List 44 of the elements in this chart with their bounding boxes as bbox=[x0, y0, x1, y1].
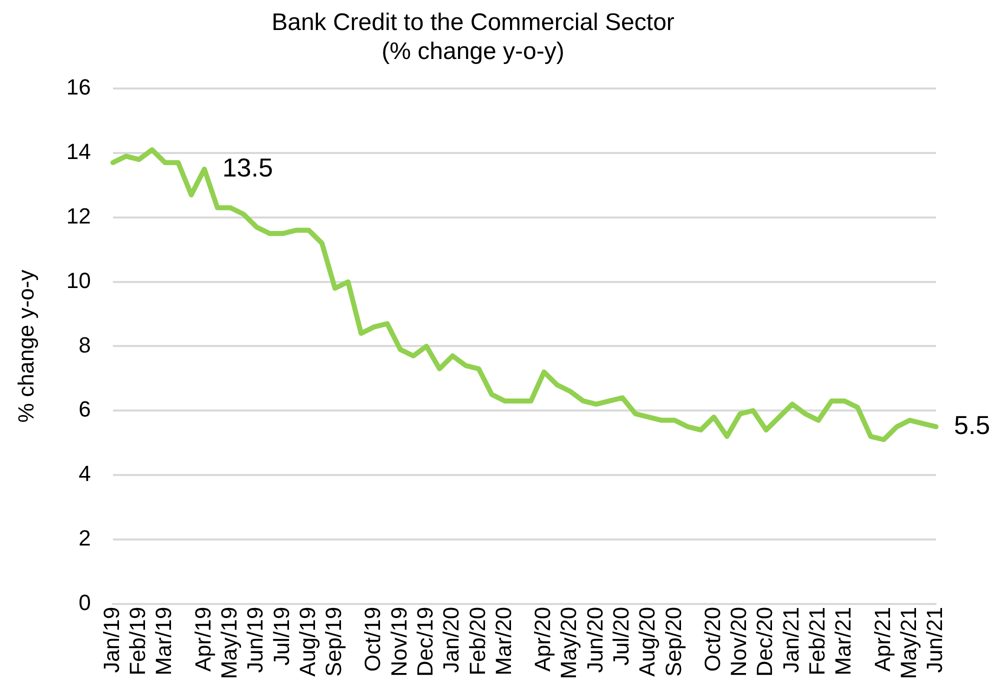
x-tick-label: Mar/20 bbox=[490, 606, 516, 676]
x-tick-label: Sep/19 bbox=[321, 606, 346, 677]
x-tick-label: Aug/19 bbox=[294, 606, 320, 677]
chart-title: Bank Credit to the Commercial Sector bbox=[272, 9, 674, 36]
x-tick-label: Apr/19 bbox=[190, 606, 216, 672]
y-tick-label: 6 bbox=[78, 396, 91, 422]
x-tick-label: Mar/21 bbox=[830, 606, 856, 676]
x-tick-label: Feb/19 bbox=[125, 606, 150, 676]
x-tick-label: Feb/21 bbox=[804, 606, 830, 676]
y-tick-label: 0 bbox=[78, 590, 91, 615]
y-tick-label: 12 bbox=[66, 203, 91, 228]
y-tick-label: 16 bbox=[66, 74, 91, 100]
x-tick-label: Jun/21 bbox=[922, 606, 948, 673]
x-tick-label: May/21 bbox=[896, 606, 921, 680]
x-tick-label: Apr/20 bbox=[530, 606, 556, 672]
x-tick-label: Jul/20 bbox=[608, 606, 634, 666]
x-tick-label: Dec/20 bbox=[752, 606, 778, 677]
x-tick-label: Sep/20 bbox=[660, 606, 686, 677]
y-tick-label: 2 bbox=[78, 526, 91, 551]
y-axis-title: % change y-o-y bbox=[13, 270, 38, 423]
x-tick-label: Dec/19 bbox=[412, 606, 438, 677]
y-tick-label: 4 bbox=[78, 461, 91, 486]
annotation: 13.5 bbox=[222, 152, 273, 182]
x-tick-label: Mar/19 bbox=[151, 606, 176, 676]
chart-subtitle: (% change y-o-y) bbox=[382, 38, 564, 65]
x-tick-label: Feb/20 bbox=[464, 606, 490, 676]
x-tick-label: Oct/19 bbox=[360, 606, 386, 672]
x-tick-label: Jun/20 bbox=[582, 606, 608, 673]
y-tick-label: 10 bbox=[66, 268, 91, 293]
x-tick-label: Nov/20 bbox=[726, 606, 752, 677]
x-tick-label: Jun/19 bbox=[242, 606, 268, 673]
x-tick-label: Apr/21 bbox=[870, 606, 895, 672]
annotation: 5.5 bbox=[954, 410, 990, 440]
x-tick-label: Jul/19 bbox=[268, 606, 294, 666]
x-tick-label: Jan/21 bbox=[778, 606, 804, 673]
x-tick-label: Jan/19 bbox=[98, 606, 124, 673]
y-tick-label: 8 bbox=[78, 332, 91, 358]
x-tick-label: Jan/20 bbox=[438, 606, 464, 673]
x-tick-label: May/20 bbox=[556, 606, 582, 680]
x-tick-label: Aug/20 bbox=[634, 606, 660, 677]
y-tick-label: 14 bbox=[66, 139, 91, 164]
x-tick-label: May/19 bbox=[216, 606, 242, 680]
x-tick-label: Nov/19 bbox=[386, 606, 412, 677]
x-tick-label: Oct/20 bbox=[700, 606, 725, 672]
